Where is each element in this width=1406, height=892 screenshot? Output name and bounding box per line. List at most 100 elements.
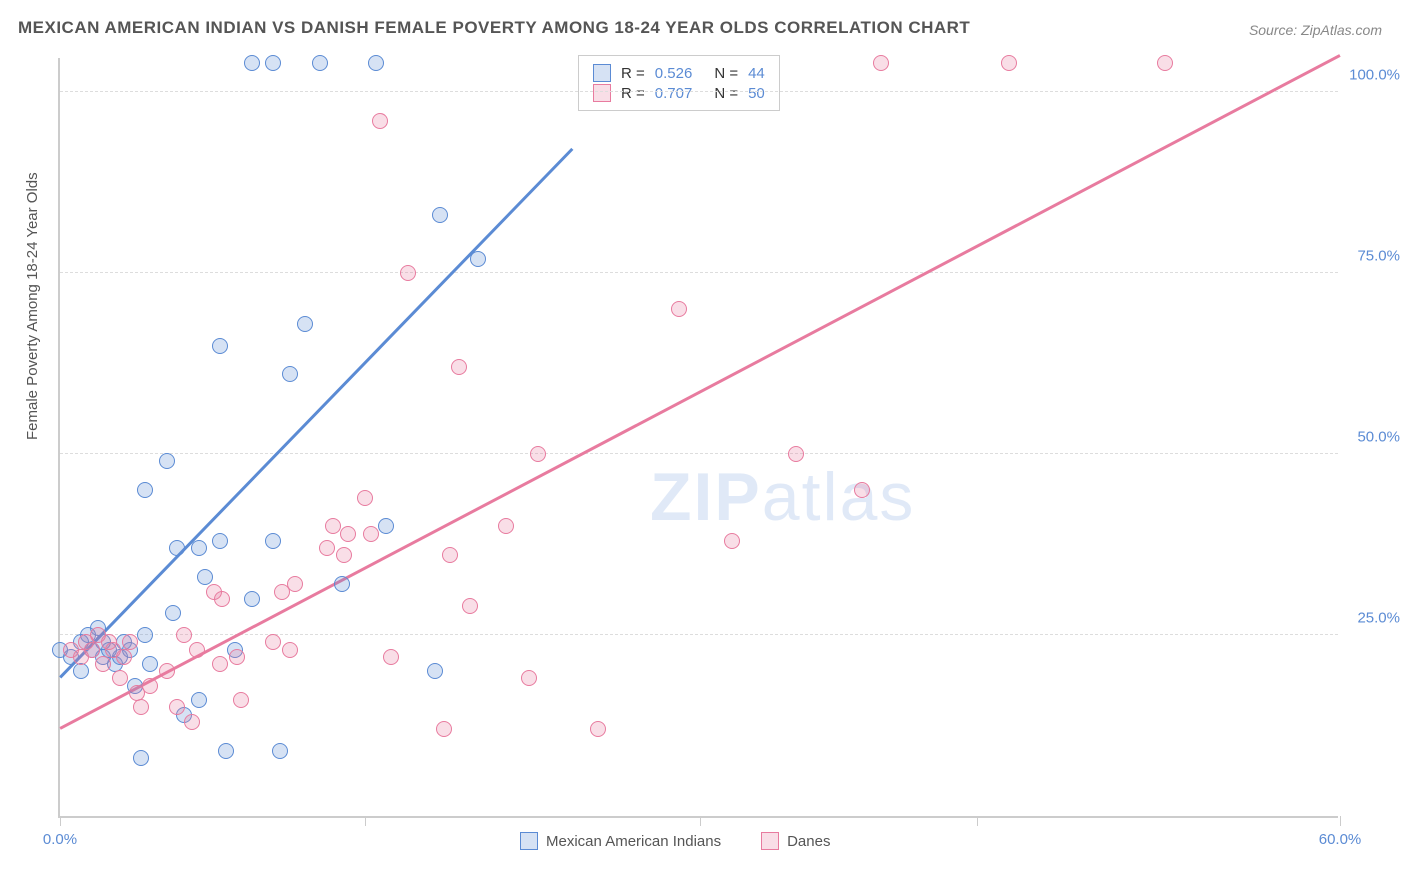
- scatter-point-mai: [432, 207, 448, 223]
- x-tick-label: 0.0%: [43, 831, 77, 848]
- scatter-point-mai: [265, 55, 281, 71]
- x-tick-label: 60.0%: [1319, 831, 1362, 848]
- scatter-point-mai: [191, 540, 207, 556]
- scatter-point-danes: [451, 359, 467, 375]
- scatter-point-danes: [184, 714, 200, 730]
- scatter-point-danes: [521, 670, 537, 686]
- r-label: R =: [621, 85, 645, 102]
- y-axis-label: Female Poverty Among 18-24 Year Olds: [24, 172, 41, 440]
- n-label: N =: [714, 65, 738, 82]
- plot-area: ZIPatlas R = 0.526 N = 44 R = 0.707 N = …: [58, 58, 1338, 818]
- scatter-point-mai: [368, 55, 384, 71]
- scatter-point-danes: [95, 656, 111, 672]
- scatter-point-danes: [530, 446, 546, 462]
- trend-line-mai: [59, 148, 573, 678]
- scatter-point-danes: [116, 649, 132, 665]
- scatter-point-danes: [189, 642, 205, 658]
- scatter-point-danes: [319, 540, 335, 556]
- scatter-point-danes: [214, 591, 230, 607]
- scatter-point-danes: [159, 663, 175, 679]
- scatter-point-danes: [462, 598, 478, 614]
- legend-item-mai: Mexican American Indians: [520, 832, 721, 850]
- scatter-point-danes: [265, 634, 281, 650]
- scatter-point-mai: [312, 55, 328, 71]
- scatter-point-mai: [212, 533, 228, 549]
- scatter-point-danes: [142, 678, 158, 694]
- gridline: [60, 91, 1338, 92]
- swatch-danes: [593, 84, 611, 102]
- scatter-point-danes: [229, 649, 245, 665]
- trend-line-danes: [59, 54, 1340, 729]
- scatter-point-mai: [73, 663, 89, 679]
- scatter-point-danes: [287, 576, 303, 592]
- scatter-point-danes: [590, 721, 606, 737]
- legend: Mexican American Indians Danes: [520, 832, 830, 850]
- scatter-point-mai: [159, 453, 175, 469]
- scatter-point-danes: [336, 547, 352, 563]
- scatter-point-mai: [272, 743, 288, 759]
- scatter-point-mai: [169, 540, 185, 556]
- y-tick-label: 100.0%: [1349, 67, 1400, 84]
- scatter-point-mai: [297, 316, 313, 332]
- scatter-point-danes: [357, 490, 373, 506]
- scatter-point-mai: [282, 366, 298, 382]
- scatter-point-mai: [244, 591, 260, 607]
- y-tick-label: 25.0%: [1357, 610, 1400, 627]
- scatter-point-danes: [498, 518, 514, 534]
- scatter-point-danes: [340, 526, 356, 542]
- y-tick-label: 75.0%: [1357, 248, 1400, 265]
- scatter-point-danes: [372, 113, 388, 129]
- scatter-point-mai: [197, 569, 213, 585]
- scatter-point-mai: [137, 627, 153, 643]
- scatter-point-danes: [400, 265, 416, 281]
- scatter-point-danes: [133, 699, 149, 715]
- x-tick: [60, 816, 61, 826]
- scatter-point-danes: [325, 518, 341, 534]
- legend-label-danes: Danes: [787, 833, 830, 850]
- n-value-danes: 50: [748, 85, 765, 102]
- scatter-point-mai: [137, 482, 153, 498]
- gridline: [60, 272, 1338, 273]
- scatter-point-danes: [1001, 55, 1017, 71]
- scatter-point-danes: [169, 699, 185, 715]
- x-tick: [365, 816, 366, 826]
- scatter-point-mai: [133, 750, 149, 766]
- scatter-point-danes: [1157, 55, 1173, 71]
- scatter-point-mai: [265, 533, 281, 549]
- legend-swatch-mai: [520, 832, 538, 850]
- n-value-mai: 44: [748, 65, 765, 82]
- r-label: R =: [621, 65, 645, 82]
- legend-label-mai: Mexican American Indians: [546, 833, 721, 850]
- r-value-mai: 0.526: [655, 65, 693, 82]
- scatter-point-mai: [191, 692, 207, 708]
- swatch-mai: [593, 64, 611, 82]
- scatter-point-danes: [84, 642, 100, 658]
- scatter-point-mai: [142, 656, 158, 672]
- scatter-point-danes: [788, 446, 804, 462]
- scatter-point-mai: [244, 55, 260, 71]
- gridline: [60, 453, 1338, 454]
- legend-swatch-danes: [761, 832, 779, 850]
- scatter-point-mai: [165, 605, 181, 621]
- watermark-bold: ZIP: [650, 459, 762, 535]
- x-tick: [700, 816, 701, 826]
- scatter-point-danes: [724, 533, 740, 549]
- scatter-point-danes: [176, 627, 192, 643]
- watermark-light: atlas: [762, 459, 916, 535]
- scatter-point-danes: [112, 670, 128, 686]
- scatter-point-danes: [212, 656, 228, 672]
- scatter-point-danes: [122, 634, 138, 650]
- x-tick: [977, 816, 978, 826]
- scatter-point-danes: [436, 721, 452, 737]
- scatter-point-mai: [218, 743, 234, 759]
- y-tick-label: 50.0%: [1357, 429, 1400, 446]
- chart-container: MEXICAN AMERICAN INDIAN VS DANISH FEMALE…: [0, 0, 1406, 892]
- scatter-point-danes: [233, 692, 249, 708]
- scatter-point-danes: [442, 547, 458, 563]
- scatter-point-mai: [427, 663, 443, 679]
- scatter-point-danes: [873, 55, 889, 71]
- chart-title: MEXICAN AMERICAN INDIAN VS DANISH FEMALE…: [18, 18, 970, 38]
- watermark: ZIPatlas: [650, 458, 915, 536]
- source-label: Source: ZipAtlas.com: [1249, 22, 1382, 38]
- correlation-row-mai: R = 0.526 N = 44: [593, 64, 765, 82]
